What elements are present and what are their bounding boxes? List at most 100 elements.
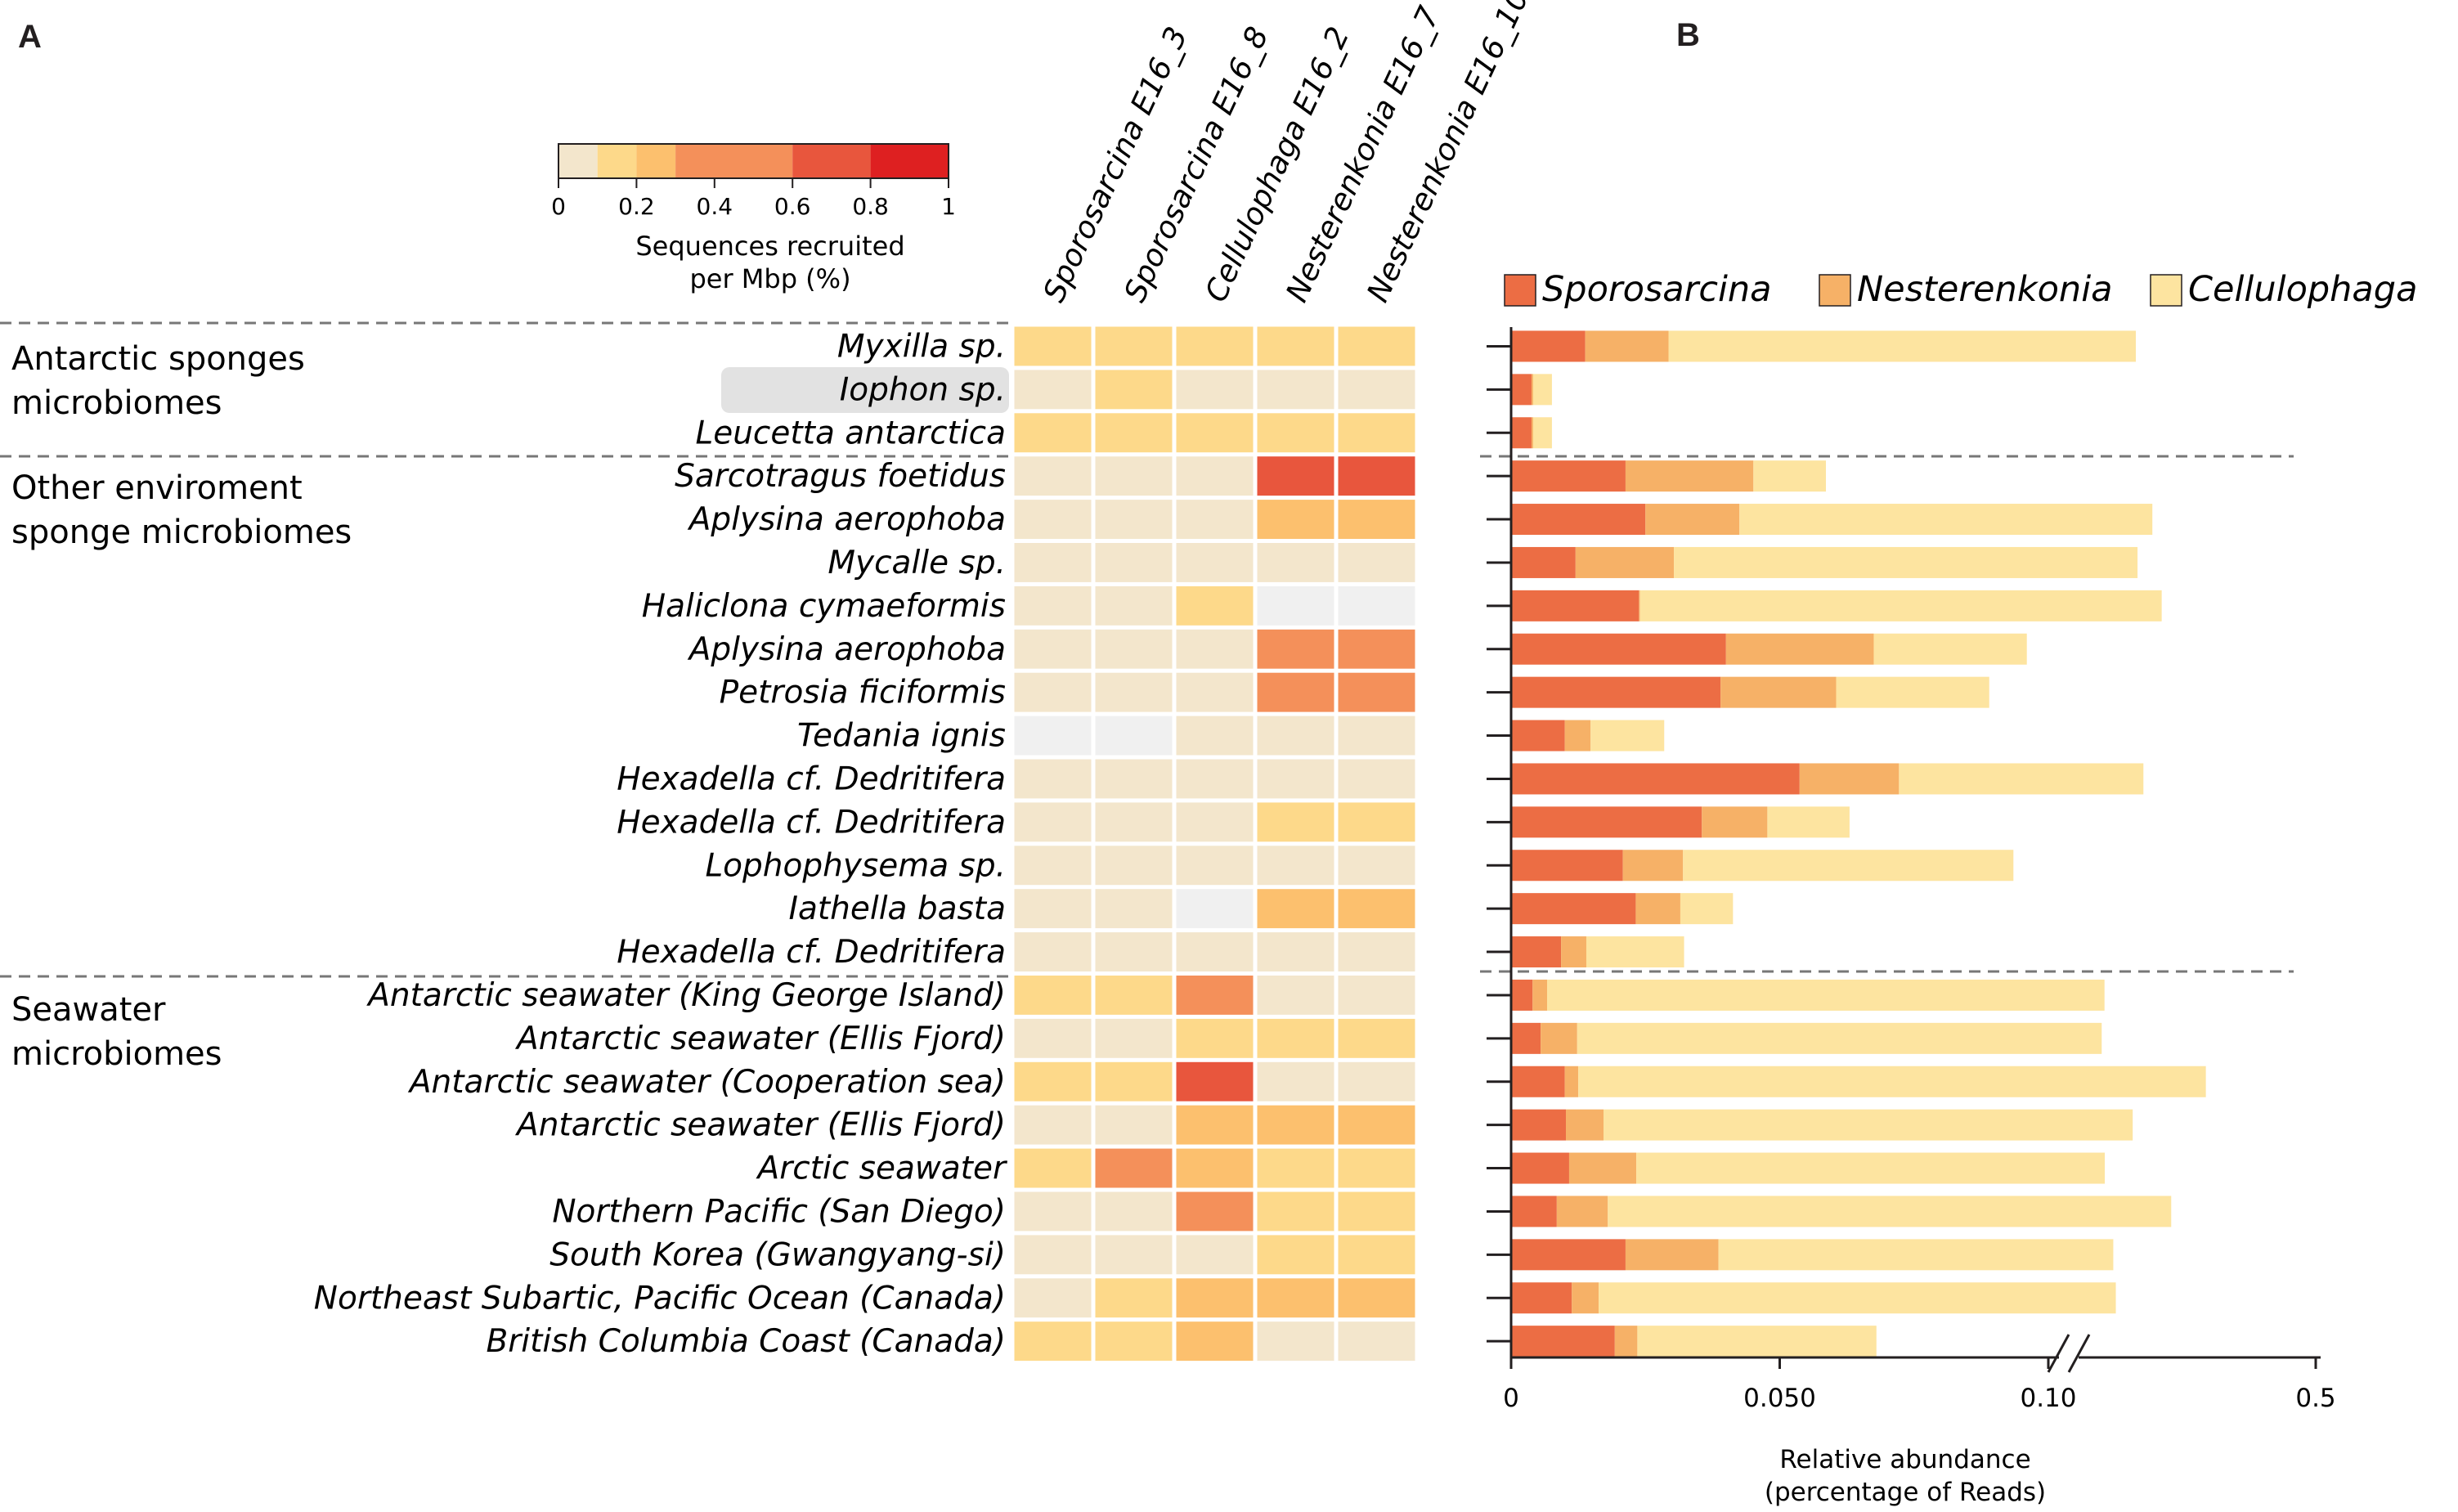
bar-segment bbox=[2048, 1022, 2102, 1054]
bar-segment bbox=[2048, 1239, 2114, 1271]
heatmap-cell bbox=[1176, 586, 1254, 626]
heatmap-cell bbox=[1176, 413, 1254, 453]
heatmap-cell bbox=[1176, 1191, 1254, 1232]
heatmap-row-label: Aplysina aerophoba bbox=[687, 631, 1006, 668]
heatmap-cell bbox=[1095, 1061, 1173, 1101]
heatmap-row-labels: Myxilla sp. Iophon sp. Leucetta antarctica… bbox=[314, 328, 1008, 1360]
bar-segment bbox=[1739, 504, 2048, 536]
heatmap-cell bbox=[1338, 672, 1415, 712]
heatmap-cell bbox=[1014, 500, 1092, 539]
bar-segment bbox=[1635, 893, 1680, 925]
bar-segment bbox=[1511, 417, 1532, 449]
heatmap-row-label: Antarctic seawater (Ellis Fjord) bbox=[514, 1021, 1006, 1057]
heatmap-cell bbox=[1338, 1061, 1415, 1101]
heatmap-cell bbox=[1176, 846, 1254, 886]
bar-segment bbox=[1511, 546, 1576, 578]
heatmap-row-label: Antarctic seawater (King George Island) bbox=[366, 977, 1006, 1014]
heatmap-cell bbox=[1176, 1061, 1254, 1101]
heatmap-cell bbox=[1014, 1321, 1092, 1362]
heatmap-cell bbox=[1095, 413, 1173, 453]
heatmap-cell bbox=[1257, 370, 1334, 410]
bar-segment bbox=[1683, 850, 2014, 882]
heatmap-row-label: British Columbia Coast (Canada) bbox=[486, 1323, 1006, 1360]
heatmap-cell bbox=[1176, 1235, 1254, 1275]
heatmap-cell bbox=[1176, 370, 1254, 410]
bar-segment bbox=[1511, 850, 1623, 882]
x-axis-tick-label: 0.5 bbox=[2295, 1384, 2335, 1413]
bar-segment bbox=[1625, 1239, 1719, 1271]
bar-segment bbox=[1566, 1109, 1604, 1141]
x-axis: 0 0.050 0.10 0.5 bbox=[1503, 327, 2336, 1413]
heatmap-cell bbox=[1338, 1191, 1415, 1232]
heatmap-cell bbox=[1338, 802, 1415, 842]
heatmap-cell bbox=[1014, 759, 1092, 799]
group-label-antarctic-line2: microbiomes bbox=[11, 384, 222, 422]
colorbar: 0 0.2 0.4 0.6 0.8 1 Sequences recruited per M… bbox=[551, 143, 956, 294]
heatmap-row-label: Mycalle sp. bbox=[828, 545, 1006, 581]
bar-segment bbox=[1511, 460, 1626, 492]
heatmap-cell bbox=[1095, 543, 1173, 582]
heatmap-cell bbox=[1176, 1278, 1254, 1318]
x-axis-tick-label: 0.050 bbox=[1743, 1384, 1816, 1413]
heatmap-row-label: Hexadella cf. Dedritifera bbox=[617, 804, 1006, 841]
bar-segment bbox=[1608, 1196, 2048, 1227]
axis-break-mark bbox=[2047, 1334, 2070, 1373]
bar-segment bbox=[1718, 1239, 2048, 1271]
bar-segment bbox=[1511, 676, 1721, 708]
colorbar-block bbox=[558, 144, 598, 178]
heatmap-cell bbox=[1014, 1105, 1092, 1145]
heatmap-row-label: Hexadella cf. Dedritifera bbox=[617, 934, 1006, 971]
heatmap-column-label: Sporosarcina E16_8 bbox=[1117, 21, 1275, 307]
bar-segment bbox=[1767, 806, 1850, 838]
bar-segment bbox=[1511, 1152, 1569, 1184]
legend-label: Nesterenkonia bbox=[1857, 269, 2113, 310]
heatmap-cell bbox=[1014, 846, 1092, 886]
heatmap-cell bbox=[1014, 1061, 1092, 1101]
heatmap-column-label: Cellulophaga E16_2 bbox=[1198, 21, 1356, 307]
heatmap-cell bbox=[1338, 1105, 1415, 1145]
heatmap-cell bbox=[1176, 889, 1254, 929]
heatmap-row-label: Tedania ignis bbox=[797, 718, 1006, 755]
heatmap-cell bbox=[1176, 932, 1254, 971]
heatmap-cell bbox=[1257, 1321, 1334, 1362]
heatmap-cell bbox=[1014, 716, 1092, 756]
bar-segment bbox=[1556, 1196, 1608, 1227]
heatmap-cell bbox=[1338, 1278, 1415, 1318]
bar-segment bbox=[1586, 936, 1684, 968]
bar-segment bbox=[1575, 546, 1675, 578]
heatmap-cell bbox=[1095, 500, 1173, 539]
heatmap-cell bbox=[1014, 543, 1092, 582]
group-label-seawater-line1: Seawater bbox=[11, 991, 166, 1029]
heatmap-cell bbox=[1257, 889, 1334, 929]
heatmap-cell bbox=[1338, 1148, 1415, 1188]
heatmap-row-label: Northern Pacific (San Diego) bbox=[552, 1193, 1006, 1230]
group-labels: Antarctic sponges microbiomes Other envi… bbox=[11, 340, 352, 1073]
bar-segment bbox=[1511, 1022, 1541, 1054]
bar-segment bbox=[2048, 546, 2138, 578]
bar-segment bbox=[2048, 1282, 2116, 1314]
bar-segment bbox=[1511, 374, 1532, 406]
heatmap-cell bbox=[1014, 976, 1092, 1015]
heatmap-cell bbox=[1257, 932, 1334, 971]
bar-segment bbox=[1511, 633, 1726, 665]
bar-segment bbox=[1614, 1326, 1638, 1357]
heatmap-cell bbox=[1095, 889, 1173, 929]
heatmap-cell bbox=[1257, 326, 1334, 366]
heatmap-cell bbox=[1257, 456, 1334, 496]
bar-segment bbox=[1636, 1152, 2048, 1184]
bar-segment bbox=[1836, 676, 1989, 708]
group-label-other-line2: sponge microbiomes bbox=[11, 514, 352, 551]
heatmap-cell bbox=[1014, 1018, 1092, 1058]
colorbar-tick-label: 1 bbox=[941, 193, 956, 220]
heatmap-cell bbox=[1257, 716, 1334, 756]
bar-segment bbox=[1625, 460, 1754, 492]
colorbar-label-line1: Sequences recruited bbox=[635, 231, 904, 262]
heatmap-cell bbox=[1257, 1018, 1334, 1058]
heatmap-cell bbox=[1014, 456, 1092, 496]
bar-legend: Sporosarcina Nesterenkonia Cellulophaga bbox=[1504, 269, 2417, 310]
bar-segment bbox=[2048, 330, 2136, 362]
bar-segment bbox=[1532, 417, 1552, 449]
heatmap-column-label: Sporosarcina E16_3 bbox=[1036, 21, 1194, 307]
heatmap-cell bbox=[1257, 1191, 1334, 1232]
